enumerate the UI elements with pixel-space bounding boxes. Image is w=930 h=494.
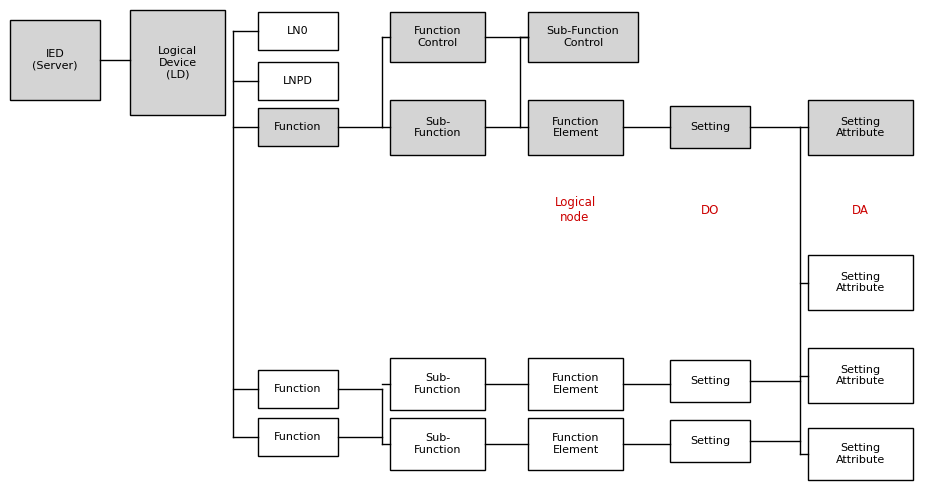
Text: DA: DA [852, 204, 869, 216]
FancyBboxPatch shape [670, 106, 750, 148]
Text: Sub-
Function: Sub- Function [414, 117, 461, 138]
FancyBboxPatch shape [390, 100, 485, 155]
FancyBboxPatch shape [528, 358, 623, 410]
FancyBboxPatch shape [528, 100, 623, 155]
Text: Sub-Function
Control: Sub-Function Control [547, 26, 619, 48]
Text: Setting
Attribute: Setting Attribute [836, 117, 885, 138]
Text: Function
Control: Function Control [414, 26, 461, 48]
FancyBboxPatch shape [258, 418, 338, 456]
FancyBboxPatch shape [808, 428, 913, 480]
FancyBboxPatch shape [670, 360, 750, 402]
FancyBboxPatch shape [10, 20, 100, 100]
Text: Setting: Setting [690, 376, 730, 386]
FancyBboxPatch shape [528, 418, 623, 470]
Text: Function: Function [274, 432, 322, 442]
FancyBboxPatch shape [130, 10, 225, 115]
FancyBboxPatch shape [808, 348, 913, 403]
FancyBboxPatch shape [528, 12, 638, 62]
FancyBboxPatch shape [808, 255, 913, 310]
Text: Sub-
Function: Sub- Function [414, 433, 461, 455]
Text: LN0: LN0 [287, 26, 309, 36]
Text: Function: Function [274, 384, 322, 394]
Text: Setting
Attribute: Setting Attribute [836, 365, 885, 386]
FancyBboxPatch shape [390, 418, 485, 470]
Text: LNPD: LNPD [283, 76, 312, 86]
FancyBboxPatch shape [258, 62, 338, 100]
FancyBboxPatch shape [390, 358, 485, 410]
Text: Function
Element: Function Element [551, 117, 599, 138]
Text: Function
Element: Function Element [551, 433, 599, 455]
FancyBboxPatch shape [670, 420, 750, 462]
FancyBboxPatch shape [808, 100, 913, 155]
FancyBboxPatch shape [258, 12, 338, 50]
Text: Function
Element: Function Element [551, 373, 599, 395]
Text: DO: DO [701, 204, 719, 216]
Text: Sub-
Function: Sub- Function [414, 373, 461, 395]
Text: Logical
Device
(LD): Logical Device (LD) [158, 46, 197, 79]
Text: Setting: Setting [690, 436, 730, 446]
FancyBboxPatch shape [390, 12, 485, 62]
FancyBboxPatch shape [258, 108, 338, 146]
Text: Setting: Setting [690, 122, 730, 132]
FancyBboxPatch shape [258, 370, 338, 408]
Text: Setting
Attribute: Setting Attribute [836, 443, 885, 465]
Text: Logical
node: Logical node [554, 196, 595, 224]
Text: Setting
Attribute: Setting Attribute [836, 272, 885, 293]
Text: IED
(Server): IED (Server) [33, 49, 78, 71]
Text: Function: Function [274, 122, 322, 132]
